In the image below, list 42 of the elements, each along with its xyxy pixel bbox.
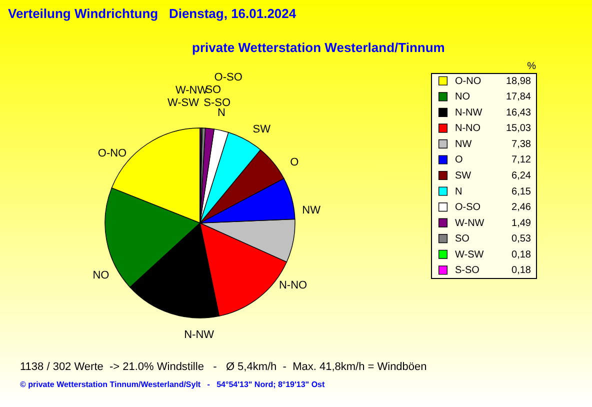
legend-label: O-SO bbox=[455, 202, 481, 214]
slice-label: N-NW bbox=[184, 328, 215, 341]
data-label: 18,98 bbox=[506, 76, 532, 87]
data-label: 6,24 bbox=[512, 170, 532, 182]
slice-label: N-NO bbox=[278, 279, 308, 292]
data-label: 17,84 bbox=[506, 92, 532, 103]
legend-label: W-NW bbox=[455, 218, 485, 229]
slice-label: NW bbox=[302, 204, 322, 216]
text: © private Wetterstation Tinnum/Westerland/Sylt - 54°54'13" Nord; 8°19'13" Ost bbox=[20, 380, 325, 389]
data-label: 15,03 bbox=[506, 123, 532, 134]
legend-label: O-NO bbox=[455, 76, 482, 87]
legend-label: NW bbox=[455, 138, 472, 150]
data-label: 0,18 bbox=[512, 265, 532, 276]
category-label: O-SO bbox=[214, 71, 242, 84]
data-label: 7,12 bbox=[512, 154, 532, 166]
data-label: 0,53 bbox=[512, 234, 532, 245]
data-label: 1,49 bbox=[512, 218, 532, 229]
data-label: 6,15 bbox=[512, 186, 532, 198]
legend-title: % bbox=[527, 61, 536, 72]
slice-label: O bbox=[290, 156, 300, 169]
data-label: 2,46 bbox=[512, 202, 532, 214]
legend-label: NO bbox=[455, 92, 470, 103]
slice-label: NO bbox=[92, 269, 110, 282]
category-label: N bbox=[218, 107, 226, 120]
legend-label: O bbox=[455, 154, 463, 166]
slice-label: S-SO bbox=[204, 97, 232, 109]
legend-label: S-SO bbox=[455, 265, 480, 276]
legend-label: SW bbox=[455, 170, 472, 182]
chart-subtitle: private Wetterstation Westerland/Tinnum bbox=[192, 40, 445, 55]
slice-label: O-NO bbox=[98, 147, 128, 160]
legend-label: N-NW bbox=[455, 107, 483, 118]
data-label: 16,43 bbox=[506, 107, 532, 118]
legend-label: W-SW bbox=[455, 249, 484, 260]
category-label: SW bbox=[252, 123, 270, 136]
data-label: 7,38 bbox=[512, 138, 532, 150]
slice-label: W-SW bbox=[167, 97, 200, 110]
legend-label: N-NO bbox=[455, 123, 481, 134]
text: 1138 / 302 Werte -> 21.0% Windstille - Ø 5,4km/h - Max. 41,8km/h = Windböen bbox=[20, 361, 427, 373]
legend-label: N bbox=[455, 186, 462, 198]
chart-title: Verteilung Windrichtung Dienstag, 16.01.2024 bbox=[8, 6, 296, 21]
legend-label: SO bbox=[455, 234, 470, 245]
data-label: 0,18 bbox=[512, 249, 532, 260]
